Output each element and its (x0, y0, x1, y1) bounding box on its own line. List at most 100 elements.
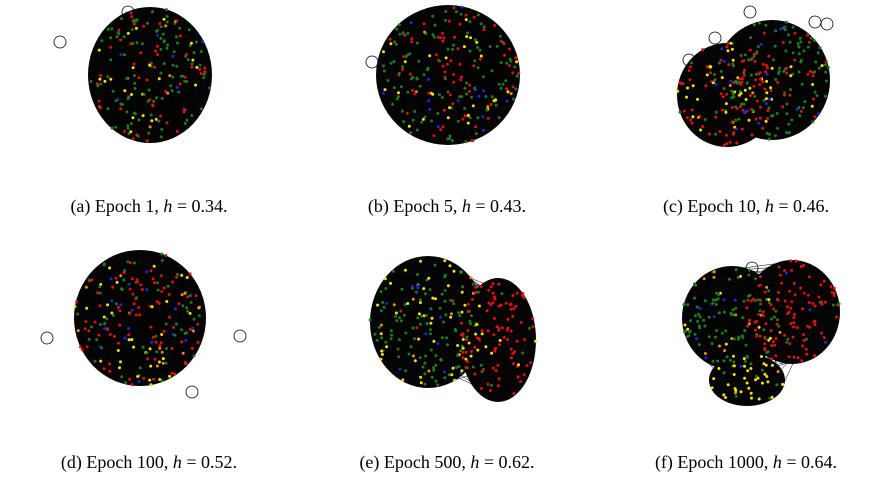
node-green (463, 86, 467, 90)
edge (115, 100, 187, 121)
self-loop (121, 5, 135, 19)
node-green (416, 316, 420, 320)
node-green (377, 325, 381, 329)
node-green (813, 90, 817, 94)
edge (699, 299, 778, 345)
node-green (737, 117, 741, 121)
edge (462, 15, 467, 120)
node-green (110, 126, 114, 130)
node-green (411, 326, 415, 330)
node-red (401, 68, 405, 71)
edge (77, 313, 88, 347)
node-green (429, 307, 433, 311)
edge (420, 261, 512, 332)
node-yellow (705, 73, 709, 77)
node-yellow (469, 354, 473, 358)
edge (707, 46, 728, 76)
node-green (400, 109, 404, 113)
node-green (398, 316, 401, 320)
node-red (807, 301, 811, 304)
node-green (796, 42, 800, 46)
node-green (451, 47, 455, 51)
node-green (489, 383, 493, 387)
node-red (466, 329, 470, 333)
edge (473, 17, 514, 88)
node-red (783, 91, 786, 95)
node-red (145, 139, 149, 143)
node-red (811, 302, 815, 305)
node-green (87, 278, 91, 282)
node-yellow (764, 363, 768, 367)
node-green (473, 38, 477, 42)
edge (732, 40, 815, 108)
node-red (164, 254, 168, 257)
node-red (759, 77, 762, 81)
node-green (476, 116, 480, 120)
node-green (468, 49, 472, 53)
node-red (761, 310, 765, 314)
node-yellow (389, 42, 393, 46)
node-red (479, 285, 483, 289)
node-green (420, 314, 424, 318)
node-green (490, 69, 494, 73)
node-red (439, 128, 443, 132)
node-red (493, 349, 497, 353)
node-red (474, 125, 477, 129)
node-green (414, 290, 418, 294)
node-blue (171, 332, 175, 336)
node-red (461, 117, 465, 121)
edge (749, 260, 792, 296)
node-red (740, 80, 744, 84)
node-green (816, 51, 820, 55)
node-green (423, 372, 427, 376)
node-green (176, 272, 179, 276)
node-red (488, 389, 492, 392)
node-orange (161, 361, 165, 365)
edge (470, 277, 489, 331)
node-yellow (379, 357, 383, 361)
edge (99, 49, 186, 111)
node-green (484, 95, 488, 98)
panel-f: (f) Epoch 1000, h = 0.64. (597, 240, 895, 480)
edge (161, 275, 200, 316)
node-green (402, 313, 406, 317)
node-red (832, 286, 836, 290)
node-red (759, 298, 762, 302)
edge (103, 333, 174, 369)
edge (722, 77, 790, 133)
node-blue (734, 127, 738, 131)
node-red (134, 313, 138, 317)
node-yellow (676, 89, 680, 93)
edge (724, 61, 743, 146)
edge (418, 14, 479, 62)
edge (462, 335, 525, 340)
node-green (787, 122, 791, 126)
node-yellow (446, 284, 450, 288)
node-green (199, 107, 203, 111)
node-red (759, 275, 762, 279)
node-green (745, 355, 749, 359)
node-green (490, 95, 494, 99)
node-green (521, 351, 525, 355)
node-yellow (729, 41, 733, 45)
edge (99, 49, 186, 78)
edge (760, 265, 804, 286)
edge (121, 18, 165, 20)
node-red (436, 35, 440, 39)
edge (390, 43, 412, 80)
node-green (479, 22, 483, 26)
node-green (397, 23, 401, 27)
node-yellow (747, 386, 751, 390)
node-green (424, 354, 428, 358)
node-yellow (130, 338, 134, 342)
node-yellow (765, 91, 769, 95)
node-red (820, 302, 824, 306)
node-red (754, 328, 757, 332)
node-green (171, 75, 175, 79)
node-green (789, 88, 793, 92)
node-green (768, 132, 771, 136)
node-green (826, 66, 830, 69)
edge (122, 71, 205, 105)
node-green (391, 269, 395, 273)
node-green (710, 342, 714, 346)
